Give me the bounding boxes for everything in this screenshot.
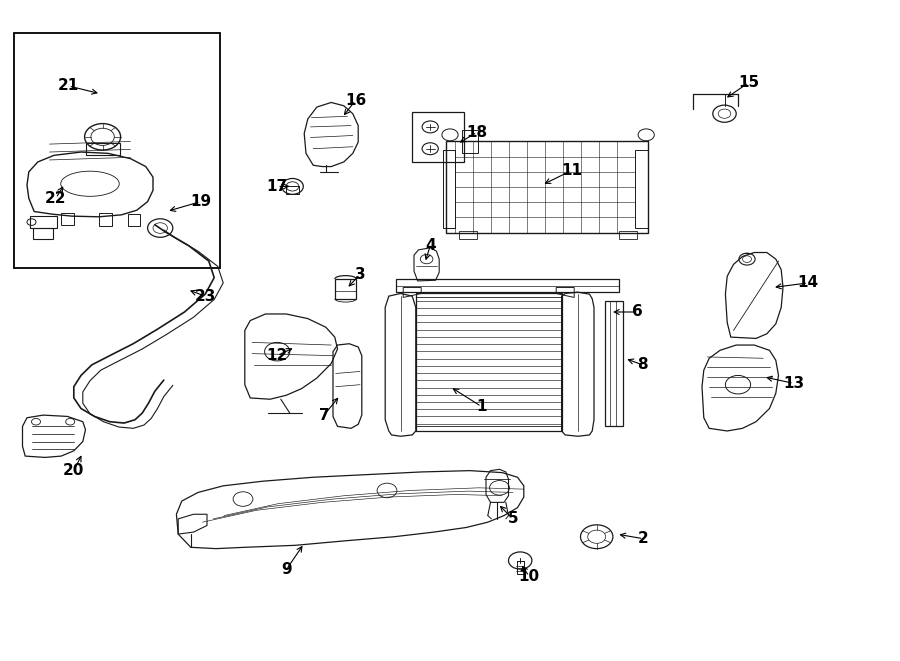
Bar [396, 279, 619, 292]
Bar [128, 214, 140, 226]
Text: 22: 22 [45, 191, 67, 206]
Bar [517, 561, 524, 574]
Text: 1: 1 [476, 399, 487, 414]
Bar [61, 213, 74, 225]
Text: 14: 14 [797, 276, 819, 290]
Text: 2: 2 [638, 531, 649, 546]
Bar [416, 293, 562, 431]
Bar [635, 150, 648, 228]
Text: 8: 8 [637, 358, 648, 372]
Text: 5: 5 [508, 512, 518, 526]
Text: 18: 18 [466, 125, 488, 139]
Bar [619, 231, 637, 239]
Bar [459, 231, 477, 239]
Bar [99, 213, 112, 226]
Text: 6: 6 [632, 305, 643, 319]
Bar [86, 143, 120, 155]
Text: 10: 10 [518, 569, 540, 584]
Text: 16: 16 [345, 93, 366, 108]
Bar [30, 216, 57, 228]
Text: 13: 13 [783, 376, 805, 391]
Bar [605, 301, 623, 426]
Text: 9: 9 [281, 563, 292, 577]
Text: 7: 7 [319, 408, 329, 422]
Bar [335, 279, 356, 299]
Text: 21: 21 [58, 79, 79, 93]
Bar [416, 426, 562, 431]
Text: 11: 11 [561, 163, 582, 178]
Text: 12: 12 [266, 348, 288, 363]
Text: 23: 23 [194, 289, 216, 303]
Bar [446, 141, 648, 233]
Text: 4: 4 [425, 239, 436, 253]
Bar [412, 112, 464, 162]
Text: 3: 3 [355, 267, 365, 282]
Bar [462, 130, 478, 153]
Text: 19: 19 [190, 194, 212, 209]
Bar [33, 228, 53, 239]
Bar [443, 150, 455, 228]
Bar [14, 33, 220, 268]
Text: 15: 15 [738, 75, 760, 90]
Bar [286, 186, 299, 194]
Text: 17: 17 [266, 179, 288, 194]
Bar [416, 292, 562, 297]
Text: 20: 20 [63, 463, 85, 478]
